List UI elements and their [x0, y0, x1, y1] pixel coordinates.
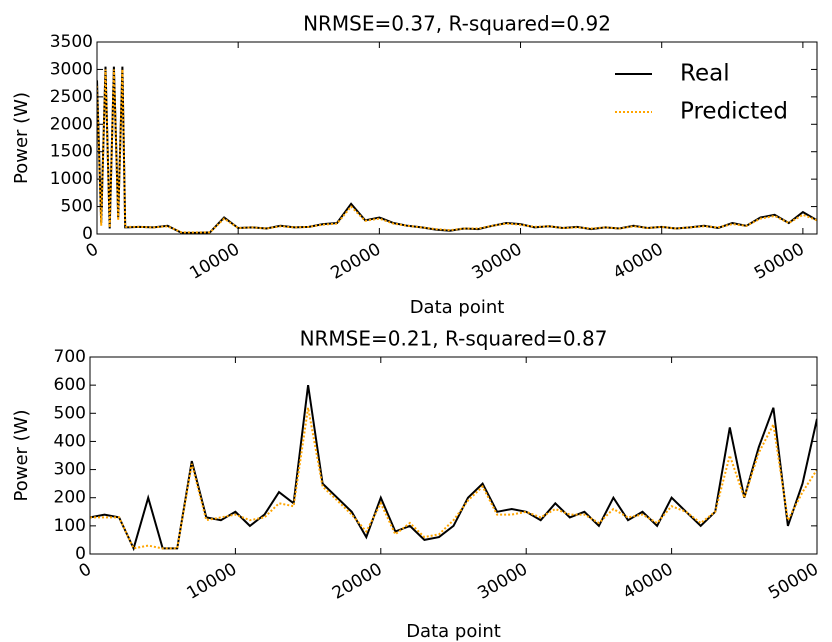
x-tick-label: 30000 — [474, 559, 531, 603]
series-line — [90, 407, 817, 550]
legend-label: Predicted — [680, 99, 788, 125]
y-tick-label: 500 — [61, 197, 93, 217]
x-tick-label: 30000 — [469, 239, 526, 283]
y-tick-label: 1500 — [50, 142, 93, 162]
chart-title: NRMSE=0.37, R-squared=0.92 — [303, 12, 611, 36]
y-tick-label: 3500 — [50, 32, 93, 52]
y-tick-label: 3000 — [50, 59, 93, 79]
y-tick-label: 300 — [54, 460, 86, 480]
x-axis-label: Data point — [410, 297, 505, 318]
y-tick-label: 2500 — [50, 87, 93, 107]
series-line — [97, 69, 817, 234]
x-tick-label: 0 — [83, 239, 102, 262]
x-tick-label: 10000 — [184, 559, 241, 603]
x-tick-label: 40000 — [610, 239, 667, 283]
y-tick-label: 100 — [54, 516, 86, 536]
x-axis-label: Data point — [406, 621, 501, 642]
legend-label: Real — [680, 61, 730, 87]
y-tick-label: 1000 — [50, 169, 93, 189]
x-tick-label: 20000 — [328, 239, 385, 283]
y-axis-label: Power (W) — [11, 410, 32, 502]
y-tick-label: 400 — [54, 431, 86, 451]
y-tick-label: 0 — [75, 544, 86, 564]
y-axis-label: Power (W) — [11, 92, 32, 184]
x-tick-label: 10000 — [186, 239, 243, 283]
y-tick-label: 700 — [54, 347, 86, 367]
y-tick-label: 2000 — [50, 114, 93, 134]
series-line — [97, 66, 817, 234]
y-tick-label: 600 — [54, 375, 86, 395]
axes-frame — [89, 356, 818, 555]
y-tick-label: 500 — [54, 403, 86, 423]
x-tick-label: 20000 — [329, 559, 386, 603]
y-tick-label: 200 — [54, 488, 86, 508]
chart-title: NRMSE=0.21, R-squared=0.87 — [300, 327, 608, 351]
series-line — [90, 384, 817, 552]
x-tick-label: 40000 — [620, 559, 677, 603]
x-tick-label: 50000 — [751, 239, 808, 283]
axes-frame — [96, 41, 818, 235]
x-tick-label: 0 — [76, 559, 95, 582]
y-tick-label: 0 — [82, 224, 93, 244]
x-tick-label: 50000 — [765, 559, 822, 603]
